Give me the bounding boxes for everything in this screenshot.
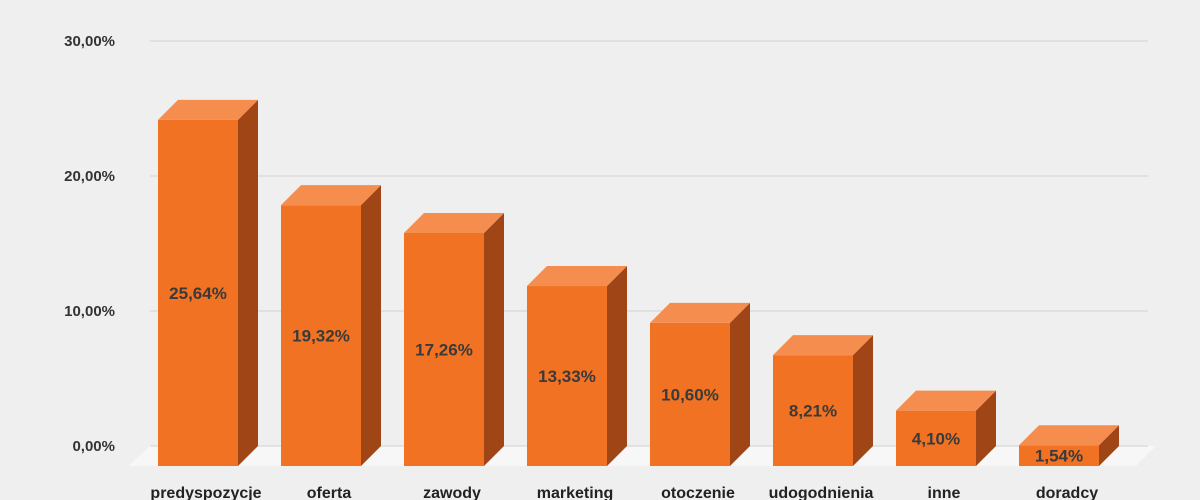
- bar-top: [527, 266, 627, 287]
- x-tick-label: doradcy: [1036, 485, 1098, 500]
- y-tick-label: 30,00%: [64, 33, 115, 50]
- bar-front: [281, 205, 361, 466]
- x-tick-label: predyspozycje: [150, 485, 261, 500]
- bar-side: [1099, 425, 1119, 466]
- data-label: 25,64%: [169, 284, 227, 303]
- bar-side: [730, 302, 750, 466]
- x-tick-label: udogodnienia: [769, 485, 874, 500]
- x-tick-label: oferta: [307, 485, 352, 500]
- bar-front: [773, 355, 853, 466]
- bar-side: [361, 185, 381, 466]
- bar-side: [853, 335, 873, 466]
- bar: 25,64%: [158, 99, 258, 467]
- bar: 8,21%: [773, 335, 873, 466]
- bar-side: [607, 266, 627, 466]
- bar-side: [976, 390, 996, 466]
- y-tick-label: 0,00%: [72, 438, 115, 455]
- x-tick-label: otoczenie: [661, 485, 735, 500]
- bars: 25,64% 19,32% 17,26% 13,33% 10,60% 8,21% 4,10%…: [158, 99, 1119, 467]
- bar-front: [650, 322, 730, 466]
- x-tick-label: marketing: [537, 485, 613, 500]
- bar-top: [158, 99, 258, 120]
- bar-front: [896, 410, 976, 466]
- bar-top: [650, 302, 750, 323]
- bar-side: [484, 212, 504, 466]
- bar: 13,33%: [527, 266, 627, 466]
- data-label: 19,32%: [292, 327, 350, 346]
- bar: 1,54%: [1019, 425, 1119, 466]
- bar: 19,32%: [281, 185, 381, 466]
- data-label: 4,10%: [912, 429, 960, 448]
- y-axis: 0,00% 10,00% 20,00% 30,00%: [64, 33, 115, 455]
- bar-top: [896, 390, 996, 411]
- y-tick-label: 20,00%: [64, 168, 115, 185]
- bar-front: [158, 119, 238, 467]
- bar-top: [1019, 425, 1119, 446]
- data-label: 13,33%: [538, 367, 596, 386]
- bar-front: [404, 232, 484, 466]
- bar-side: [238, 99, 258, 467]
- bar-top: [281, 185, 381, 206]
- bar-front: [527, 286, 607, 466]
- x-axis: predyspozycje oferta zawody marketing otocze…: [150, 485, 1098, 500]
- bar: 17,26%: [404, 212, 504, 466]
- data-label: 10,60%: [661, 385, 719, 404]
- bar-top: [773, 335, 873, 356]
- bar-top: [404, 212, 504, 233]
- data-label: 1,54%: [1035, 447, 1083, 466]
- data-label: 17,26%: [415, 340, 473, 359]
- bar: 10,60%: [650, 302, 750, 466]
- data-label: 8,21%: [789, 402, 837, 421]
- x-tick-label: inne: [928, 485, 961, 500]
- y-tick-label: 10,00%: [64, 303, 115, 320]
- bar: 4,10%: [896, 390, 996, 466]
- bar-front: [1019, 445, 1099, 466]
- x-tick-label: zawody: [423, 485, 481, 500]
